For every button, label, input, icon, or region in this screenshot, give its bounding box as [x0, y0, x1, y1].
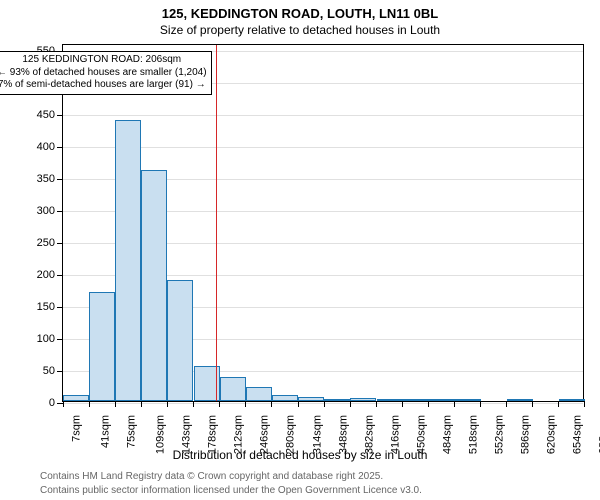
- y-tick-label: 400: [37, 141, 55, 153]
- y-tick: [57, 339, 63, 340]
- attribution-line-1: Contains HM Land Registry data © Crown c…: [40, 471, 383, 482]
- x-tick: [558, 401, 559, 407]
- reference-line: [216, 45, 217, 401]
- histogram-bar: [507, 399, 533, 401]
- x-tick: [115, 401, 116, 407]
- x-tick: [402, 401, 403, 407]
- y-tick-label: 0: [49, 397, 55, 409]
- y-tick: [57, 147, 63, 148]
- x-tick: [428, 401, 429, 407]
- chart-subtitle: Size of property relative to detached ho…: [0, 23, 600, 37]
- histogram-bar: [298, 397, 324, 401]
- histogram-bar: [429, 399, 455, 401]
- plot-area: 0501001502002503003504004505005507sqm41s…: [62, 44, 584, 402]
- x-tick: [480, 401, 481, 407]
- x-tick: [532, 401, 533, 407]
- x-tick: [245, 401, 246, 407]
- annotation-line: 125 KEDDINGTON ROAD: 206sqm: [0, 54, 207, 67]
- y-tick-label: 350: [37, 173, 55, 185]
- y-tick-label: 50: [43, 365, 55, 377]
- histogram-bar: [455, 399, 481, 401]
- y-tick: [57, 211, 63, 212]
- x-tick: [584, 401, 585, 407]
- gridline-h: [63, 115, 583, 116]
- histogram-bar: [377, 399, 403, 401]
- histogram-bar: [272, 395, 298, 401]
- y-tick-label: 450: [37, 109, 55, 121]
- x-tick: [271, 401, 272, 407]
- plot-inner: 0501001502002503003504004505005507sqm41s…: [63, 45, 583, 401]
- histogram-bar: [167, 280, 193, 401]
- y-tick-label: 100: [37, 333, 55, 345]
- histogram-bar: [220, 377, 246, 401]
- y-tick-label: 200: [37, 269, 55, 281]
- histogram-bar: [63, 395, 89, 401]
- y-tick: [57, 307, 63, 308]
- histogram-bar: [559, 399, 585, 401]
- histogram-bar: [246, 387, 272, 401]
- y-tick-label: 250: [37, 237, 55, 249]
- x-tick: [167, 401, 168, 407]
- histogram-bar: [89, 292, 115, 401]
- x-axis-label: Distribution of detached houses by size …: [0, 448, 600, 462]
- y-tick-label: 150: [37, 301, 55, 313]
- x-tick: [324, 401, 325, 407]
- x-tick: [141, 401, 142, 407]
- y-tick: [57, 243, 63, 244]
- annotation-line: 7% of semi-detached houses are larger (9…: [0, 79, 207, 92]
- histogram-bar: [350, 398, 376, 401]
- y-tick: [57, 371, 63, 372]
- histogram-bar: [403, 399, 429, 401]
- chart-title: 125, KEDDINGTON ROAD, LOUTH, LN11 0BL: [0, 6, 600, 21]
- y-tick: [57, 115, 63, 116]
- y-tick: [57, 275, 63, 276]
- x-tick: [63, 401, 64, 407]
- y-tick-label: 300: [37, 205, 55, 217]
- histogram-bar: [141, 170, 167, 401]
- x-tick-label: 75sqm: [126, 415, 138, 448]
- y-tick: [57, 179, 63, 180]
- x-tick: [376, 401, 377, 407]
- histogram-bar: [324, 399, 350, 401]
- annotation-line: ← 93% of detached houses are smaller (1,…: [0, 67, 207, 80]
- x-tick: [193, 401, 194, 407]
- x-tick: [219, 401, 220, 407]
- x-tick: [298, 401, 299, 407]
- x-tick: [506, 401, 507, 407]
- x-tick-label: 7sqm: [70, 415, 82, 442]
- histogram-bar: [115, 120, 141, 401]
- x-tick: [350, 401, 351, 407]
- x-tick: [89, 401, 90, 407]
- x-tick: [454, 401, 455, 407]
- attribution-line-2: Contains public sector information licen…: [40, 485, 422, 496]
- annotation-box: 125 KEDDINGTON ROAD: 206sqm← 93% of deta…: [0, 51, 212, 95]
- x-tick-label: 41sqm: [100, 415, 112, 448]
